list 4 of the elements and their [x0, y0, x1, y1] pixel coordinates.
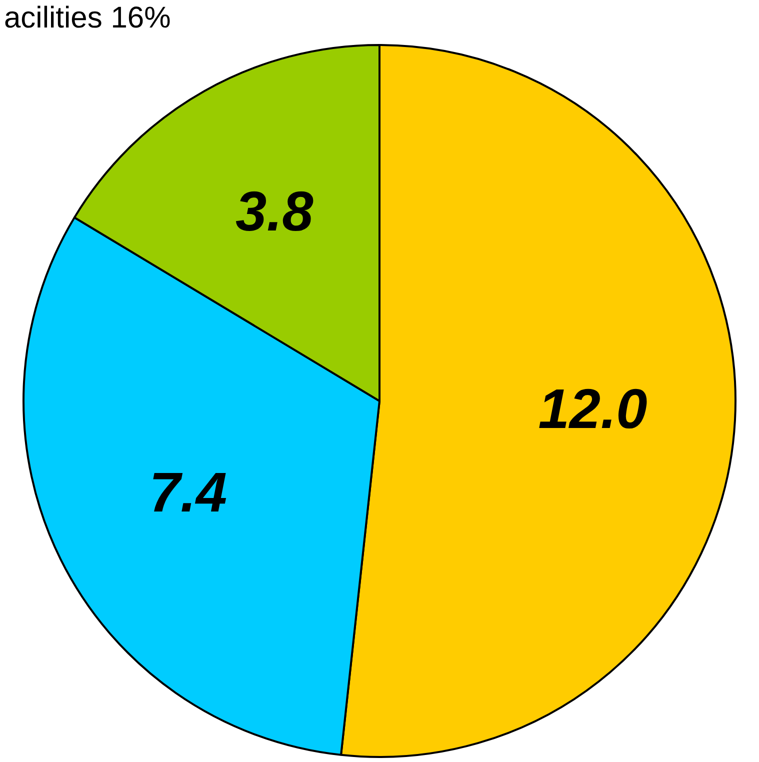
text: acilities 16% — [4, 1, 171, 34]
data-label: 12.0 — [538, 377, 648, 440]
data-label: 7.4 — [149, 460, 228, 524]
data-label: 3.8 — [235, 180, 314, 242]
